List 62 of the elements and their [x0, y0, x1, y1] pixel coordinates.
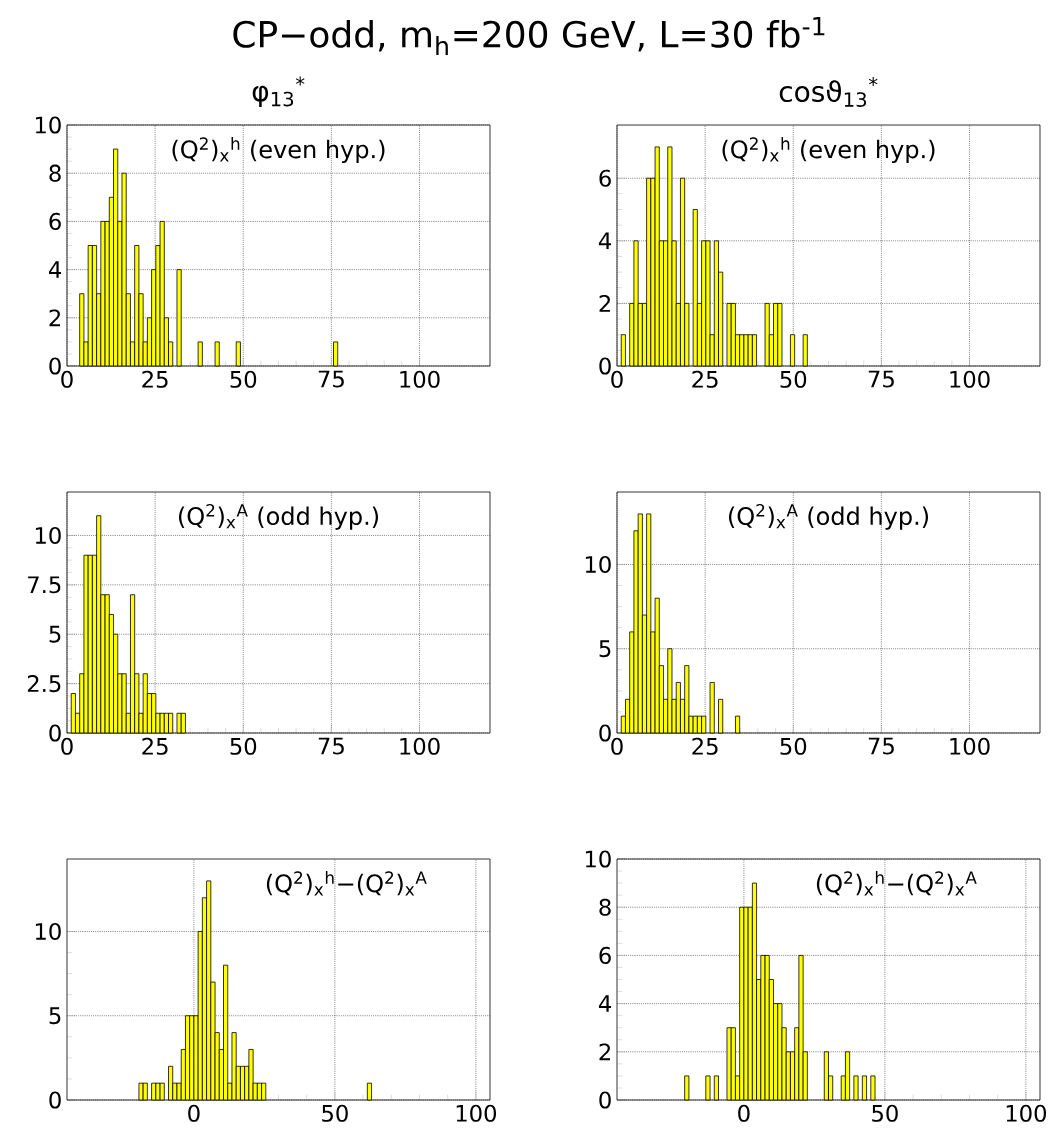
annotation: (Q$^{2}$)$_{x}$$^{h}$ (even hyp.) — [722, 136, 935, 164]
y-tick-label: 10 — [585, 850, 611, 868]
y-tick-label: 0 — [49, 357, 61, 375]
x-tick-label: 100 — [400, 370, 440, 388]
y-tick-label: 2 — [49, 309, 61, 327]
annotation: (Q$^{2}$)$_{x}$$^{h}$ (even hyp.) — [172, 136, 385, 164]
chart-subtitle: φ$_{13}$* — [252, 76, 305, 107]
y-tick-label: 5 — [49, 1007, 61, 1025]
x-tick-label: 0 — [611, 737, 623, 755]
x-tick-label: 0 — [611, 370, 623, 388]
y-tick-label: 4 — [48, 261, 62, 278]
x-tick-label: 25 — [692, 737, 718, 755]
x-tick-label: 100 — [400, 737, 440, 755]
y-tick-label: 8 — [599, 898, 611, 916]
x-tick-label: 0 — [188, 1104, 200, 1122]
x-tick-label: 50 — [322, 1104, 348, 1122]
y-tick-label: 6 — [599, 169, 611, 187]
y-tick-label: 10 — [35, 526, 61, 545]
x-tick-label: 75 — [318, 737, 344, 755]
x-tick-label: 100 — [1006, 1104, 1047, 1122]
x-tick-label: 100 — [950, 737, 990, 755]
y-tick-label: 6 — [49, 212, 61, 230]
y-tick-label: 4 — [598, 995, 612, 1012]
x-tick-label: 50 — [230, 370, 257, 388]
y-tick-label: 6 — [599, 946, 611, 964]
y-tick-label: 10 — [35, 922, 61, 941]
chart-title: CP−odd, m$_{h}$=200 GeV, L=30 fb$^{-1}$ — [233, 16, 825, 56]
x-tick-label: 0 — [61, 370, 73, 388]
y-tick-label: 2 — [599, 294, 611, 312]
y-tick-label: 0 — [49, 1091, 61, 1109]
x-tick-label: 25 — [692, 370, 718, 388]
x-tick-label: 75 — [318, 370, 344, 388]
x-tick-label: 25 — [142, 370, 168, 388]
y-tick-label: 7.5 — [28, 576, 61, 594]
y-tick-label: 10 — [585, 555, 611, 574]
text: (Q$^{2}$)$_{x}$$^{h}$−(Q$^{2}$)$_{x}$A — [816, 870, 977, 896]
x-tick-label: 100 — [456, 1104, 497, 1122]
x-tick-label: 50 — [780, 737, 807, 755]
y-tick-label: 4 — [598, 232, 612, 250]
x-tick-label: 75 — [868, 370, 894, 388]
x-tick-label: 100 — [950, 370, 990, 388]
x-tick-label: 0 — [738, 1104, 750, 1122]
x-tick-label: 50 — [230, 737, 257, 755]
y-tick-label: 0 — [599, 1091, 611, 1109]
x-tick-label: 50 — [872, 1104, 898, 1122]
y-tick-label: 2.5 — [27, 675, 61, 693]
text: (Q$^{2}$)$_{x}$$^{h}$−(Q$^{2}$)$_{x}$A — [266, 870, 427, 896]
y-tick-label: 0 — [599, 724, 611, 742]
y-tick-label: 8 — [49, 164, 61, 182]
y-tick-label: 0 — [599, 357, 611, 375]
annotation: (Q$^{2}$)$_{x}$$^{A}$ (odd hyp.) — [728, 503, 929, 530]
x-tick-label: 0 — [61, 737, 73, 755]
annotation: (Q$^{2}$)$_{x}$$^{A}$ (odd hyp.) — [178, 503, 379, 530]
x-tick-label: 50 — [780, 370, 807, 388]
x-tick-label: 25 — [142, 737, 168, 755]
y-tick-label: 2 — [599, 1043, 611, 1061]
y-tick-label: 5 — [599, 640, 611, 658]
y-tick-label: 5 — [49, 625, 61, 643]
chart-subtitle: cosϑ$_{13}$* — [779, 77, 878, 107]
y-tick-label: 0 — [49, 724, 61, 742]
y-tick-label: 10 — [35, 116, 61, 134]
x-tick-label: 75 — [868, 737, 894, 755]
